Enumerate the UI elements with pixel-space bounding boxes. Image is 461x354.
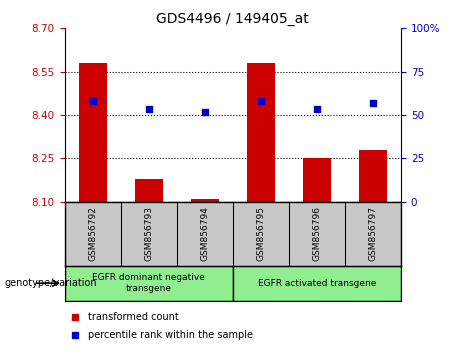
- Text: GSM856796: GSM856796: [313, 206, 321, 261]
- Title: GDS4496 / 149405_at: GDS4496 / 149405_at: [156, 12, 309, 26]
- Bar: [233, 266, 401, 301]
- Point: [369, 101, 377, 106]
- Point: [145, 107, 152, 112]
- Bar: [65, 266, 233, 301]
- Bar: [303, 159, 331, 202]
- Point: [201, 109, 208, 115]
- Point: [257, 98, 265, 103]
- Text: GSM856795: GSM856795: [256, 206, 266, 261]
- Bar: [247, 63, 275, 202]
- Point: [313, 107, 321, 112]
- Text: genotype/variation: genotype/variation: [5, 278, 97, 288]
- Bar: [78, 63, 106, 202]
- Text: GSM856797: GSM856797: [368, 206, 378, 261]
- Text: GSM856793: GSM856793: [144, 206, 153, 261]
- Text: transformed count: transformed count: [88, 312, 179, 322]
- Text: GSM856794: GSM856794: [200, 206, 209, 261]
- Bar: [359, 150, 387, 202]
- Text: EGFR dominant negative
transgene: EGFR dominant negative transgene: [92, 274, 205, 293]
- Text: EGFR activated transgene: EGFR activated transgene: [258, 279, 376, 288]
- Bar: [191, 199, 219, 202]
- Text: percentile rank within the sample: percentile rank within the sample: [88, 330, 253, 339]
- Bar: [135, 179, 163, 202]
- Text: GSM856792: GSM856792: [88, 206, 97, 261]
- Point: [89, 98, 96, 103]
